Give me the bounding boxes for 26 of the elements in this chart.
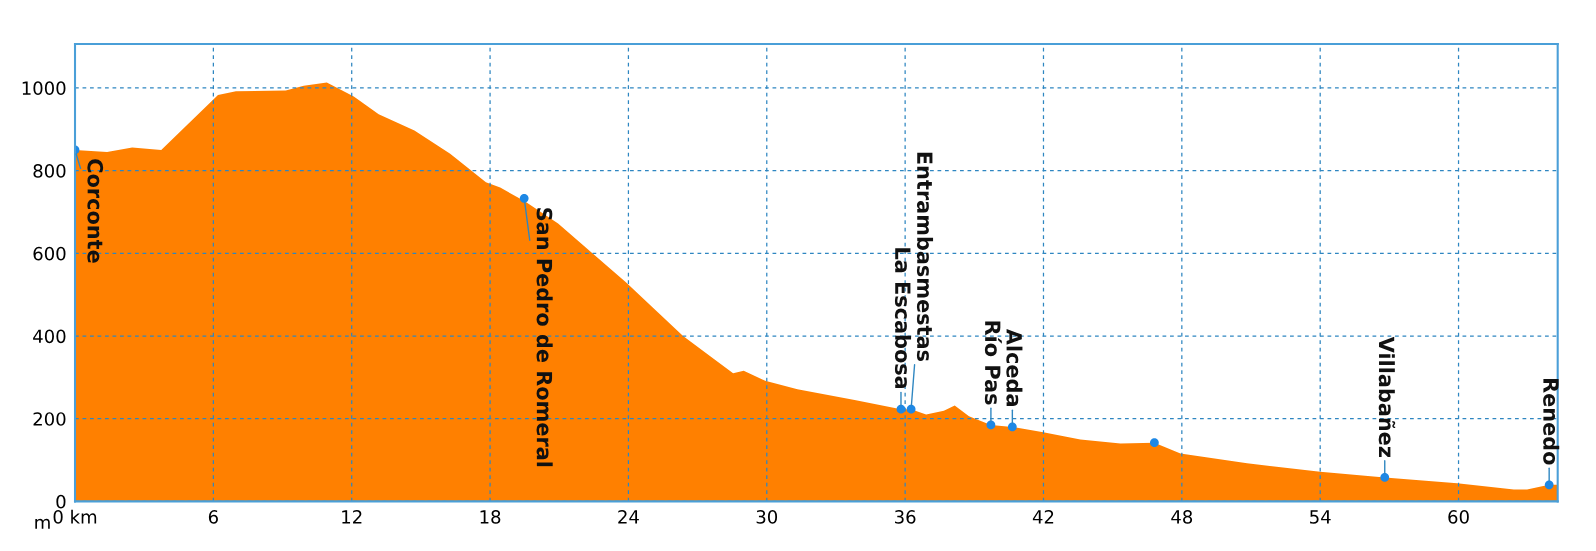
y-tick-label: 0	[56, 494, 66, 509]
x-tick-label: 0 km	[53, 509, 97, 524]
x-tick-label: 12	[342, 510, 362, 524]
annotation: Villabañez	[1378, 336, 1396, 457]
x-tick-label: 60	[1448, 510, 1469, 524]
y-tick-label: 600	[33, 246, 66, 261]
annotation: Renedo	[1543, 378, 1560, 465]
x-tick-label: 30	[756, 510, 778, 524]
x-tick-label: 18	[480, 510, 501, 524]
x-tick-label: 48	[1171, 510, 1193, 524]
x-tick-label: 54	[1310, 510, 1331, 524]
x-tick-label: 6	[208, 510, 218, 524]
y-tick-label: 800	[33, 164, 66, 178]
y-tick-label: 200	[33, 412, 66, 426]
annotation: Entrambasmestas	[916, 152, 934, 361]
x-tick-label: 36	[895, 510, 916, 524]
annotation: Corconte	[87, 159, 104, 263]
x-tick-label: 24	[618, 510, 639, 524]
annotation: Alceda	[1006, 328, 1023, 406]
y-tick-label: 1000	[22, 81, 66, 96]
y-tick-label: 400	[33, 329, 66, 344]
annotation: Río Pas	[984, 321, 1002, 405]
annotation: San Pedro de Romeral	[536, 208, 553, 467]
x-tick-label: 42	[1032, 510, 1054, 524]
y-axis-title: m	[35, 518, 50, 529]
annotation: La Escabosa	[894, 248, 912, 389]
